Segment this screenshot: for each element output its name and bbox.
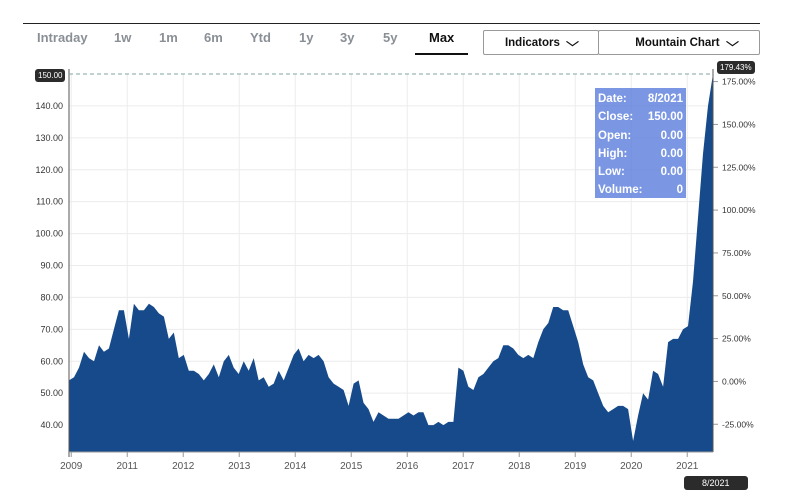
tooltip-key: Open: (598, 129, 632, 142)
y-tick-label: 50.00 (40, 388, 63, 398)
x-tick-label: 2016 (396, 461, 419, 472)
indicators-label: Indicators (504, 36, 560, 49)
tooltip-value: 0.00 (660, 147, 683, 160)
y-tick-label: 100.00 (35, 229, 63, 239)
x-tick-label: 2013 (228, 461, 251, 472)
tooltip-key: Volume: (598, 184, 643, 197)
pct-tick-label: 25.00% (722, 334, 751, 344)
tab-3y[interactable]: 3y (340, 30, 355, 45)
tab-6m[interactable]: 6m (204, 30, 223, 45)
tab-1y[interactable]: 1y (299, 30, 314, 45)
tooltip-row: Low: 0.00 (598, 163, 683, 181)
tooltip-row: Open: 0.00 (598, 127, 683, 145)
x-tick-label: 2020 (620, 461, 643, 472)
x-tick-label: 2011 (116, 461, 138, 472)
y-tick-label: 90.00 (40, 261, 63, 271)
pct-tick-label: 100.00% (722, 205, 756, 215)
x-tick-label: 2018 (508, 461, 531, 472)
chart-type-button[interactable]: Mountain Chart ⌵ (598, 30, 760, 55)
tab-1m[interactable]: 1m (159, 30, 178, 45)
pct-tick-label: -25.00% (722, 419, 754, 429)
tooltip: Date: 8/2021 Close: 150.00 Open: 0.00 High: 0.0… (595, 88, 686, 198)
x-tick-label: 2015 (340, 461, 363, 472)
tooltip-value: 0.00 (660, 166, 683, 179)
tooltip-row: High: 0.00 (598, 145, 683, 163)
pct-tick-label: 50.00% (722, 291, 751, 301)
tooltip-key: Close: (598, 111, 634, 124)
chart-type-label: Mountain Chart (635, 36, 720, 49)
pct-tick-label: 175.00% (722, 77, 756, 87)
pct-tick-label: 150.00% (722, 119, 756, 129)
y-tick-label: 130.00 (35, 133, 63, 143)
y-tick-label: 70.00 (40, 324, 63, 334)
tooltip-row: Volume: 0 (598, 181, 683, 199)
y-tick-label: 60.00 (40, 356, 63, 366)
tooltip-value: 150.00 (647, 111, 683, 124)
x-tick-label: 2017 (452, 461, 475, 472)
current-date-badge: 8/2021 (684, 476, 748, 490)
x-tick-label: 2021 (676, 461, 699, 472)
tooltip-row: Close: 150.00 (598, 108, 683, 126)
tab-max[interactable]: Max (415, 30, 469, 55)
y-tick-label: 140.00 (35, 101, 63, 111)
pct-tick-label: 75.00% (722, 248, 751, 258)
tab-ytd[interactable]: Ytd (250, 30, 271, 45)
pct-tick-label: 125.00% (722, 162, 756, 172)
tab-1w[interactable]: 1w (114, 30, 132, 45)
mountain-area (69, 74, 713, 452)
tooltip-row: Date: 8/2021 (598, 90, 683, 108)
x-tick-label: 2014 (284, 461, 307, 472)
y-tick-label: 80.00 (40, 292, 63, 302)
y-tick-label: 110.00 (36, 197, 63, 207)
top-divider (23, 23, 760, 24)
chevron-down-icon: ⌵ (725, 35, 739, 49)
tooltip-key: Date: (598, 93, 627, 105)
y-tick-label: 40.00 (40, 420, 63, 430)
tab-intraday[interactable]: Intraday (37, 30, 88, 45)
x-tick-label: 2009 (60, 461, 83, 472)
tooltip-value: 0.00 (660, 129, 683, 142)
tab-5y[interactable]: 5y (383, 30, 398, 45)
current-price-badge: 150.00 (35, 69, 66, 82)
tooltip-key: High: (598, 147, 628, 160)
x-tick-label: 2012 (172, 461, 195, 472)
tooltip-value: 0 (676, 184, 683, 197)
current-pct-badge: 179.43% (717, 61, 755, 74)
tooltip-value: 8/2021 (647, 93, 683, 105)
y-tick-label: 120.00 (35, 165, 63, 175)
x-tick-label: 2019 (564, 461, 587, 472)
pct-tick-label: 0.00% (722, 376, 747, 386)
chevron-down-icon: ⌵ (566, 35, 579, 49)
tooltip-key: Low: (598, 166, 625, 179)
